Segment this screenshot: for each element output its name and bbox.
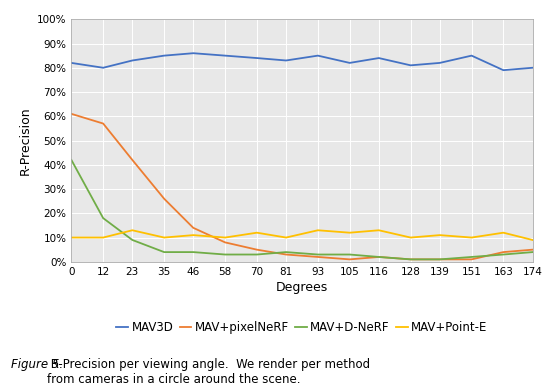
MAV+D-NeRF <box>436 257 443 262</box>
Line: MAV+pixelNeRF: MAV+pixelNeRF <box>71 114 533 259</box>
MAV+D-NeRF <box>407 257 414 262</box>
MAV+D-NeRF <box>129 238 136 242</box>
MAV+Point-E <box>407 235 414 240</box>
Line: MAV+D-NeRF: MAV+D-NeRF <box>71 160 533 259</box>
MAV3D <box>190 51 197 55</box>
MAV+Point-E <box>222 235 228 240</box>
MAV+D-NeRF <box>222 252 228 257</box>
Legend: MAV3D, MAV+pixelNeRF, MAV+D-NeRF, MAV+Point-E: MAV3D, MAV+pixelNeRF, MAV+D-NeRF, MAV+Po… <box>116 321 488 334</box>
MAV+D-NeRF <box>376 254 382 259</box>
MAV+Point-E <box>376 228 382 233</box>
MAV+Point-E <box>283 235 289 240</box>
MAV+pixelNeRF <box>346 257 353 262</box>
Line: MAV+Point-E: MAV+Point-E <box>71 230 533 240</box>
MAV+pixelNeRF <box>161 196 167 201</box>
MAV+pixelNeRF <box>376 254 382 259</box>
MAV3D <box>376 56 382 60</box>
MAV+D-NeRF <box>529 250 536 254</box>
MAV+D-NeRF <box>468 254 475 259</box>
MAV3D <box>346 60 353 65</box>
MAV+Point-E <box>254 230 260 235</box>
MAV3D <box>500 68 507 72</box>
MAV+pixelNeRF <box>254 247 260 252</box>
MAV3D <box>254 56 260 60</box>
MAV+pixelNeRF <box>100 121 107 126</box>
MAV+D-NeRF <box>254 252 260 257</box>
MAV+pixelNeRF <box>222 240 228 245</box>
MAV3D <box>129 58 136 63</box>
MAV+D-NeRF <box>283 250 289 254</box>
MAV+D-NeRF <box>100 216 107 221</box>
MAV+pixelNeRF <box>500 250 507 254</box>
MAV+Point-E <box>190 233 197 238</box>
MAV+pixelNeRF <box>315 254 321 259</box>
MAV+Point-E <box>315 228 321 233</box>
MAV+pixelNeRF <box>129 157 136 162</box>
MAV3D <box>468 53 475 58</box>
Text: R-Precision per viewing angle.  We render per method
from cameras in a circle ar: R-Precision per viewing angle. We render… <box>47 358 370 385</box>
MAV+Point-E <box>529 238 536 242</box>
MAV3D <box>315 53 321 58</box>
MAV+pixelNeRF <box>529 247 536 252</box>
MAV+Point-E <box>68 235 75 240</box>
MAV+Point-E <box>129 228 136 233</box>
MAV+D-NeRF <box>346 252 353 257</box>
MAV+pixelNeRF <box>68 112 75 116</box>
MAV3D <box>100 65 107 70</box>
MAV+pixelNeRF <box>436 257 443 262</box>
MAV+pixelNeRF <box>283 252 289 257</box>
Line: MAV3D: MAV3D <box>71 53 533 70</box>
MAV+pixelNeRF <box>190 226 197 230</box>
X-axis label: Degrees: Degrees <box>276 281 328 294</box>
MAV3D <box>529 65 536 70</box>
MAV3D <box>407 63 414 68</box>
MAV+D-NeRF <box>315 252 321 257</box>
Text: Figure 5.: Figure 5. <box>11 358 63 371</box>
MAV+D-NeRF <box>190 250 197 254</box>
MAV+Point-E <box>436 233 443 238</box>
MAV3D <box>222 53 228 58</box>
MAV+Point-E <box>346 230 353 235</box>
MAV3D <box>161 53 167 58</box>
MAV+Point-E <box>468 235 475 240</box>
MAV3D <box>283 58 289 63</box>
Y-axis label: R-Precision: R-Precision <box>19 106 31 175</box>
MAV+Point-E <box>161 235 167 240</box>
MAV+D-NeRF <box>500 252 507 257</box>
MAV+pixelNeRF <box>407 257 414 262</box>
MAV+D-NeRF <box>161 250 167 254</box>
MAV3D <box>68 60 75 65</box>
MAV+Point-E <box>500 230 507 235</box>
MAV3D <box>436 60 443 65</box>
MAV+D-NeRF <box>68 157 75 162</box>
MAV+Point-E <box>100 235 107 240</box>
MAV+pixelNeRF <box>468 257 475 262</box>
